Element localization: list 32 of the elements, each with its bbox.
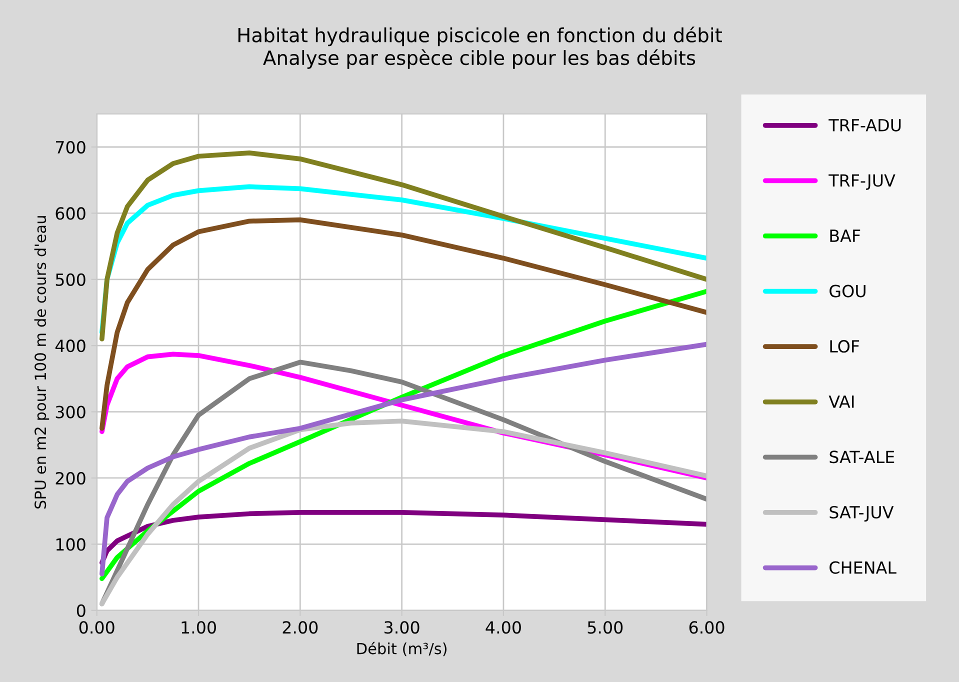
- x-axis-title: Débit (m³/s): [357, 642, 447, 656]
- legend-label: SAT-ALE: [830, 450, 894, 464]
- x-tick-label: 4.00: [486, 621, 521, 634]
- y-tick-label: 100: [56, 538, 86, 551]
- chart-title: Habitat hydraulique piscicole en fonction du débit Analyse par espèce cible pour les bas débits: [238, 26, 722, 69]
- x-tick-label: 1.00: [182, 621, 216, 634]
- x-tick-label: 5.00: [588, 621, 623, 634]
- line-series: [100, 150, 707, 342]
- y-tick-label: 200: [56, 472, 86, 485]
- x-tick-label: 0.00: [79, 621, 114, 634]
- x-tick-label: 6.00: [689, 621, 724, 634]
- y-tick-label: 0: [76, 604, 86, 617]
- legend-label: GOU: [830, 284, 866, 298]
- legend-label: SAT-JUV: [830, 506, 894, 522]
- y-tick-label: 300: [56, 406, 86, 418]
- y-axis-title: SPU en m2 pour 100 m de cours d'eau: [34, 216, 50, 509]
- y-tick-label: 700: [56, 140, 86, 154]
- line-series: [100, 510, 707, 566]
- legend-label: TRF-ADU: [828, 119, 901, 132]
- legend-label: CHENAL: [830, 561, 896, 574]
- legend-label: VAI: [828, 396, 854, 408]
- y-tick-label: 500: [56, 273, 86, 286]
- legend-label: BAF: [830, 230, 860, 242]
- y-tick-label: 600: [56, 207, 86, 220]
- x-tick-label: 3.00: [384, 621, 420, 634]
- line-series: [100, 360, 707, 606]
- y-tick-label: 400: [55, 340, 86, 352]
- line-series: [100, 217, 707, 431]
- legend-label: LOF: [830, 340, 860, 353]
- line-series: [100, 342, 707, 576]
- x-tick-label: 2.00: [282, 621, 318, 634]
- legend-label: TRF-JUV: [828, 174, 896, 190]
